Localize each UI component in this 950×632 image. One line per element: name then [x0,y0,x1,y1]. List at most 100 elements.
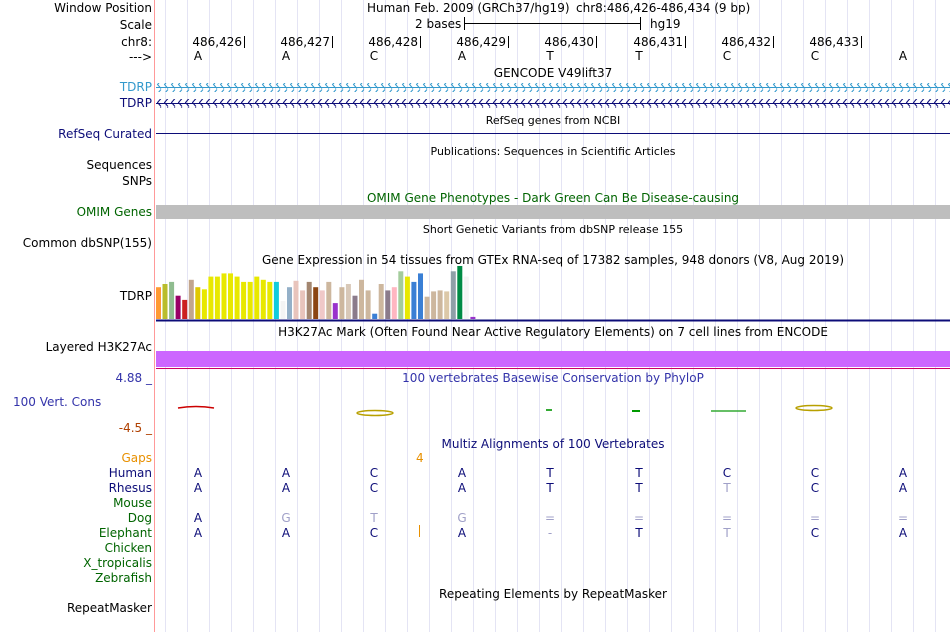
gtex-bar[interactable] [391,287,397,319]
species-label[interactable]: Rhesus [108,481,152,495]
omim-label[interactable]: OMIM Genes [76,205,152,219]
gtex-bar[interactable] [450,271,456,319]
cons-max: 4.88 _ [115,371,152,385]
gtex-bar[interactable] [332,303,338,319]
gtex-bar[interactable] [234,276,240,319]
aligned-base: A [457,481,467,495]
reference-base: C [369,49,379,63]
gtex-bar[interactable] [411,281,417,319]
gtex-bar[interactable] [463,276,469,319]
gencode-gene-track[interactable] [156,80,950,110]
dbsnp-label[interactable]: Common dbSNP(155) [22,236,152,250]
grid-line [803,0,804,632]
gtex-bar[interactable] [418,273,423,319]
gtex-bar[interactable] [300,290,306,319]
rmsk-label[interactable]: RepeatMasker [66,601,152,615]
gtex-bar[interactable] [280,301,286,319]
reference-base: A [457,49,467,63]
gtex-bar[interactable] [228,273,233,319]
gtex-bar[interactable] [385,290,391,319]
gtex-bar[interactable] [313,287,319,319]
gtex-bar[interactable] [221,273,227,319]
species-label[interactable]: X_tropicalis [83,556,152,570]
scale-text: 2 bases [415,17,462,31]
omim-feature-bar[interactable] [156,205,950,219]
gtex-bar[interactable] [260,279,266,319]
h3k27-signal-bar[interactable] [156,351,950,367]
gtex-bar[interactable] [345,284,351,319]
gaps-label[interactable]: Gaps [121,451,152,465]
gtex-bar[interactable] [273,281,279,319]
gencode-gene1-label[interactable]: TDRP [119,80,152,94]
grid-line [891,0,892,632]
gtex-bar[interactable] [182,299,188,319]
gtex-bar[interactable] [293,280,299,319]
species-label[interactable]: Human [108,466,152,480]
gtex-bar[interactable] [175,295,181,319]
gtex-bar[interactable] [188,279,194,319]
gtex-bar[interactable] [241,281,247,319]
aligned-base: A [193,511,203,525]
gtex-bar[interactable] [404,276,410,319]
grid-line [517,0,518,632]
grid-line [649,0,650,632]
grid-line [539,0,540,632]
aligned-base: T [635,526,643,540]
reference-base: A [193,49,203,63]
h3k27-label[interactable]: Layered H3K27Ac [45,340,152,354]
species-label[interactable]: Dog [127,511,152,525]
gtex-bar[interactable] [431,291,437,319]
gtex-bar[interactable] [195,287,201,319]
gtex-bar[interactable] [247,281,253,319]
species-label[interactable]: Elephant [98,526,152,540]
gtex-bar[interactable] [339,287,345,319]
gtex-bar-chart[interactable] [156,266,950,322]
aligned-base: T [370,511,378,525]
assembly-text: Human Feb. 2009 (GRCh37/hg19) [367,1,570,15]
gtex-bar[interactable] [254,276,260,319]
snps-label[interactable]: SNPs [122,174,152,188]
grid-line [253,0,254,632]
aligned-base: A [898,481,908,495]
gtex-bar[interactable] [287,287,292,319]
grid-line [693,0,694,632]
gtex-bar[interactable] [267,281,273,319]
gtex-bar[interactable] [169,281,175,319]
gtex-bar[interactable] [457,266,463,319]
gtex-bar[interactable] [359,279,364,319]
gtex-bar[interactable] [208,276,214,319]
gene2-strand-arrows [156,99,950,108]
aligned-base: C [369,481,379,495]
sequences-label[interactable]: Sequences [86,158,152,172]
gtex-bar[interactable] [424,296,430,319]
gtex-bar[interactable] [365,290,371,319]
species-label[interactable]: Chicken [104,541,152,555]
gtex-bar[interactable] [214,276,220,319]
gtex-bar[interactable] [162,284,168,319]
coord-label: 486,427 [280,35,330,49]
gtex-bar[interactable] [398,271,404,319]
gtex-bar[interactable] [352,295,358,319]
cons-label[interactable]: 100 Vert. Cons [13,395,102,409]
gtex-bar[interactable] [201,289,207,319]
gtex-bar[interactable] [470,316,476,319]
gtex-bar[interactable] [444,291,450,319]
refseq-label[interactable]: RefSeq Curated [58,127,152,141]
cons-wiggle[interactable] [156,400,950,422]
gtex-label[interactable]: TDRP [119,289,152,303]
gtex-bar[interactable] [156,287,161,319]
gtex-bar[interactable] [306,281,312,319]
species-label[interactable]: Mouse [113,496,152,510]
refseq-gene-line[interactable] [156,133,950,134]
gtex-bar[interactable] [378,284,384,319]
species-label[interactable]: Zebrafish [95,571,152,585]
coord-label: 486,432 [721,35,771,49]
aligned-base: - [547,526,553,540]
gtex-bar[interactable] [326,281,332,319]
gtex-bar[interactable] [372,313,378,319]
grid-line [847,0,848,632]
gencode-gene2-label[interactable]: TDRP [119,96,152,110]
gtex-bar[interactable] [437,290,443,319]
gtex-bar[interactable] [319,290,325,319]
